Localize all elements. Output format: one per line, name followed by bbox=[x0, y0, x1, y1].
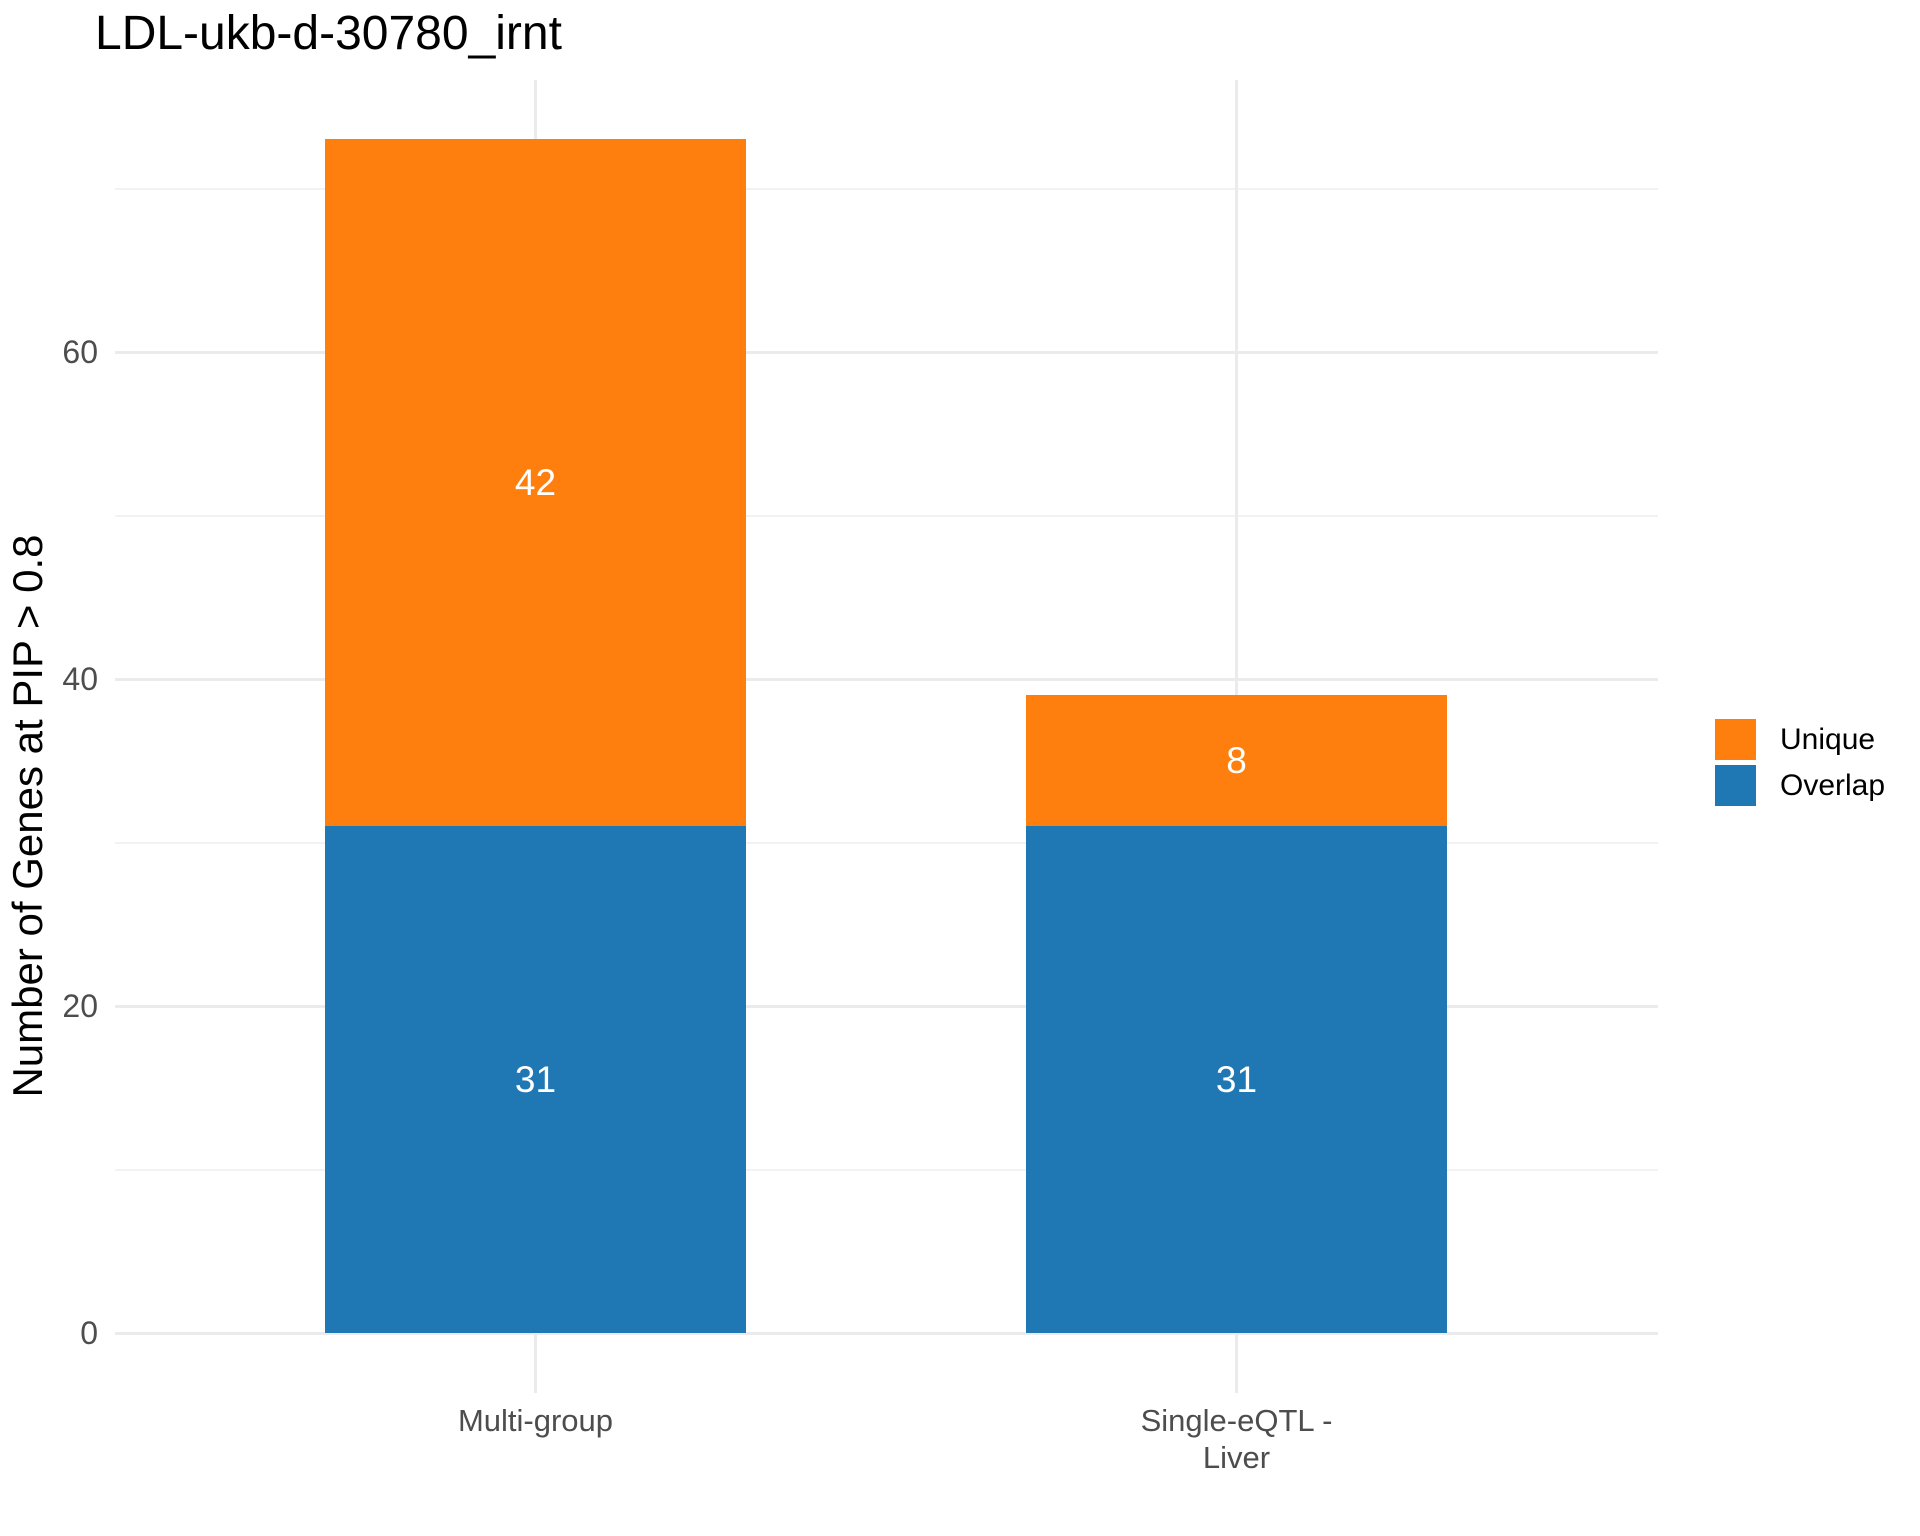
legend-entry-unique: Unique bbox=[1715, 719, 1885, 760]
bar-segment-unique-single-eqtl-liver bbox=[1026, 695, 1447, 827]
bar-value-label: 8 bbox=[1226, 739, 1247, 781]
bar-value-label: 42 bbox=[514, 461, 557, 503]
bar-segment-overlap-single-eqtl-liver bbox=[1026, 826, 1447, 1333]
gridline-minor-y50 bbox=[115, 514, 1658, 517]
x-category-label-1: Multi-group bbox=[457, 1403, 614, 1438]
y-tick-label-40: 40 bbox=[62, 661, 98, 697]
gridline-major-y40 bbox=[115, 677, 1658, 681]
gridline-major-y0 bbox=[115, 1331, 1658, 1335]
y-tick-label-20: 20 bbox=[62, 988, 98, 1024]
legend-label-unique: Unique bbox=[1780, 722, 1876, 756]
gridline-minor-y10 bbox=[115, 1168, 1658, 1171]
bar-segment-unique-multi-group bbox=[325, 139, 746, 827]
y-axis-title: Number of Genes at PIP > 0.8 bbox=[4, 534, 51, 1098]
gridline-major-y20 bbox=[115, 1004, 1658, 1008]
gridline-minor-y30 bbox=[115, 841, 1658, 844]
legend-swatch-unique bbox=[1715, 719, 1756, 760]
x-category-label-2: Single-eQTL - Liver bbox=[1140, 1403, 1333, 1475]
bar-value-label: 31 bbox=[514, 1058, 557, 1100]
legend-swatch-overlap bbox=[1715, 765, 1756, 806]
legend-label-overlap: Overlap bbox=[1780, 768, 1886, 802]
gridline-major-y60 bbox=[115, 350, 1658, 354]
bar-value-label: 31 bbox=[1215, 1058, 1258, 1100]
y-tick-label-60: 60 bbox=[62, 334, 98, 370]
chart-title: LDL-ukb-d-30780_irnt bbox=[95, 7, 562, 60]
y-tick-label-0: 0 bbox=[80, 1315, 98, 1351]
legend: Unique Overlap bbox=[1715, 719, 1885, 811]
legend-entry-overlap: Overlap bbox=[1715, 765, 1885, 806]
gridline-minor-y70 bbox=[115, 187, 1658, 190]
bar-segment-overlap-multi-group bbox=[325, 826, 746, 1333]
